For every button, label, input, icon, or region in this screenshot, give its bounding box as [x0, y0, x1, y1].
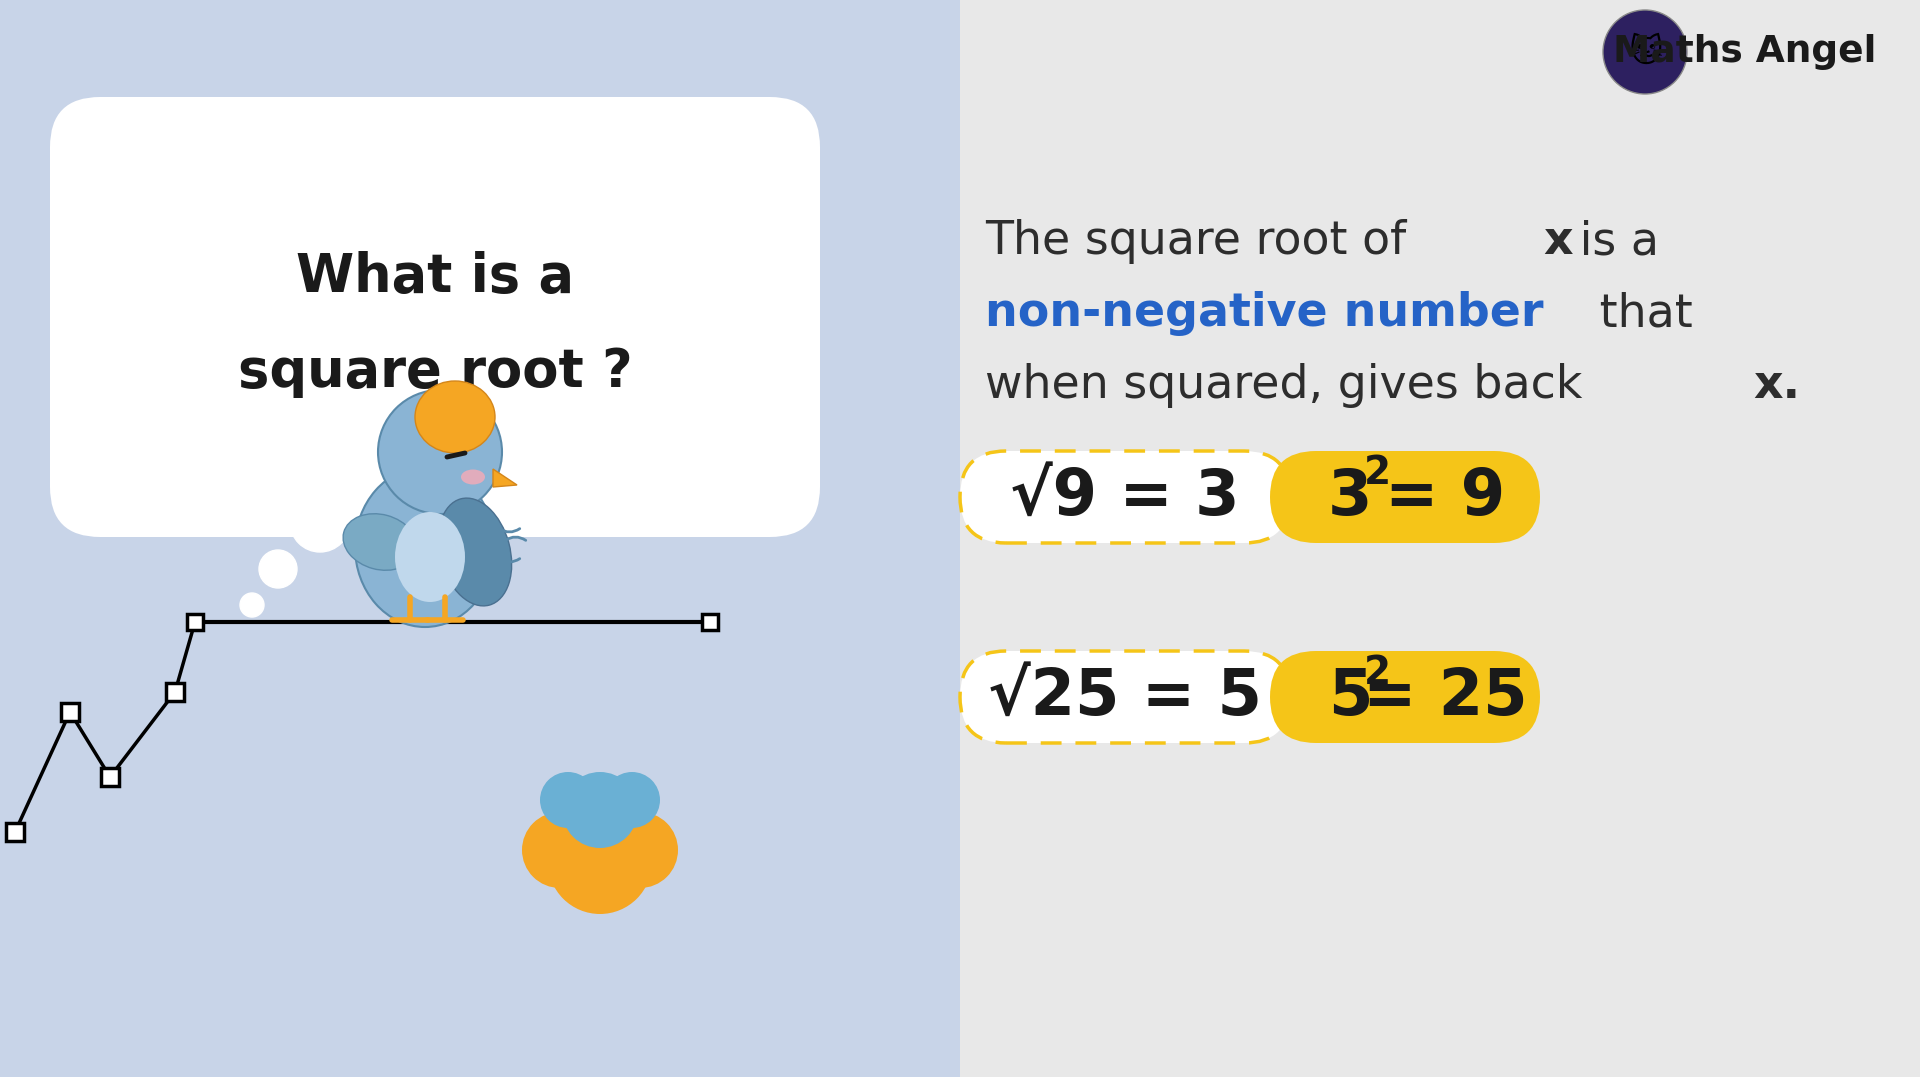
Ellipse shape	[461, 470, 486, 485]
FancyBboxPatch shape	[102, 768, 119, 786]
Circle shape	[555, 796, 611, 852]
Ellipse shape	[355, 467, 495, 627]
Ellipse shape	[415, 381, 495, 453]
Polygon shape	[493, 468, 516, 487]
Circle shape	[547, 810, 653, 914]
FancyBboxPatch shape	[1269, 451, 1540, 543]
FancyBboxPatch shape	[0, 0, 960, 1077]
Text: 2: 2	[1363, 654, 1390, 693]
Text: x.: x.	[1753, 364, 1801, 408]
FancyBboxPatch shape	[165, 683, 184, 701]
FancyBboxPatch shape	[703, 614, 718, 630]
Circle shape	[259, 550, 298, 588]
FancyBboxPatch shape	[61, 703, 79, 721]
Text: What is a: What is a	[296, 251, 574, 303]
Text: √9 = 3: √9 = 3	[1010, 466, 1240, 528]
Text: Maths Angel: Maths Angel	[1613, 34, 1876, 70]
Ellipse shape	[396, 512, 465, 602]
Ellipse shape	[344, 514, 417, 571]
Text: square root ?: square root ?	[238, 346, 632, 398]
Circle shape	[240, 593, 265, 617]
Text: = 9: = 9	[1384, 466, 1505, 528]
Circle shape	[540, 772, 595, 828]
Circle shape	[290, 492, 349, 553]
Text: 2: 2	[1363, 454, 1390, 492]
FancyBboxPatch shape	[50, 97, 820, 537]
Text: 🐱: 🐱	[1628, 36, 1663, 69]
Text: = 25: = 25	[1363, 666, 1526, 728]
Text: is a: is a	[1565, 220, 1659, 265]
Circle shape	[603, 812, 678, 889]
Text: when squared, gives back: when squared, gives back	[985, 364, 1597, 408]
Text: 5: 5	[1329, 666, 1373, 728]
FancyBboxPatch shape	[960, 651, 1290, 743]
Text: √25 = 5: √25 = 5	[989, 666, 1261, 728]
Circle shape	[1603, 10, 1688, 94]
Circle shape	[563, 772, 637, 848]
Ellipse shape	[438, 498, 513, 606]
FancyBboxPatch shape	[6, 823, 23, 841]
FancyBboxPatch shape	[960, 451, 1290, 543]
Circle shape	[589, 796, 645, 852]
Circle shape	[522, 812, 597, 889]
FancyBboxPatch shape	[1269, 651, 1540, 743]
Text: non-negative number: non-negative number	[985, 292, 1544, 336]
Text: x: x	[1544, 220, 1572, 265]
Circle shape	[378, 390, 501, 514]
FancyBboxPatch shape	[186, 614, 204, 630]
Text: The square root of: The square root of	[985, 220, 1421, 265]
Text: 3: 3	[1329, 466, 1373, 528]
Circle shape	[605, 772, 660, 828]
Text: that: that	[1586, 292, 1693, 336]
